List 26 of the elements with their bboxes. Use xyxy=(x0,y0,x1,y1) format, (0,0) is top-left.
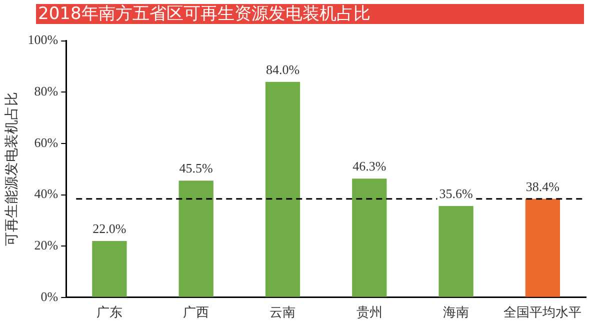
y-tick-label: 20% xyxy=(34,238,58,252)
bar xyxy=(92,240,127,297)
x-tick-label: 云南 xyxy=(270,304,296,320)
x-tick-label: 广东 xyxy=(96,304,122,320)
bar xyxy=(352,178,387,297)
y-tick-label: 80% xyxy=(34,84,58,99)
y-tick-label: 100% xyxy=(28,32,58,48)
x-tick-label: 广西 xyxy=(183,304,210,320)
y-tick-label: 60% xyxy=(34,134,58,150)
y-tick-label: 0% xyxy=(40,288,58,304)
data-label: 22.0% xyxy=(92,220,126,236)
bar xyxy=(265,82,300,297)
data-label: 46.3% xyxy=(352,158,386,174)
bar xyxy=(178,180,214,297)
data-label: 38.4% xyxy=(526,178,560,194)
data-label: 45.5% xyxy=(179,160,214,176)
data-label: 35.6% xyxy=(439,186,473,202)
bar xyxy=(438,206,474,297)
x-tick-label: 全国平均水平 xyxy=(504,304,582,320)
x-tick-label: 海南 xyxy=(443,304,470,320)
chart-title: 2018年南方五省区可再生资源发电装机占比 xyxy=(36,4,584,24)
y-tick-label: 40% xyxy=(34,186,58,202)
x-tick-label: 贵州 xyxy=(356,304,382,320)
bar xyxy=(525,198,560,297)
y-axis-title: 可再生能源发电装机占比 xyxy=(4,92,20,246)
data-label: 84.0% xyxy=(266,62,300,77)
